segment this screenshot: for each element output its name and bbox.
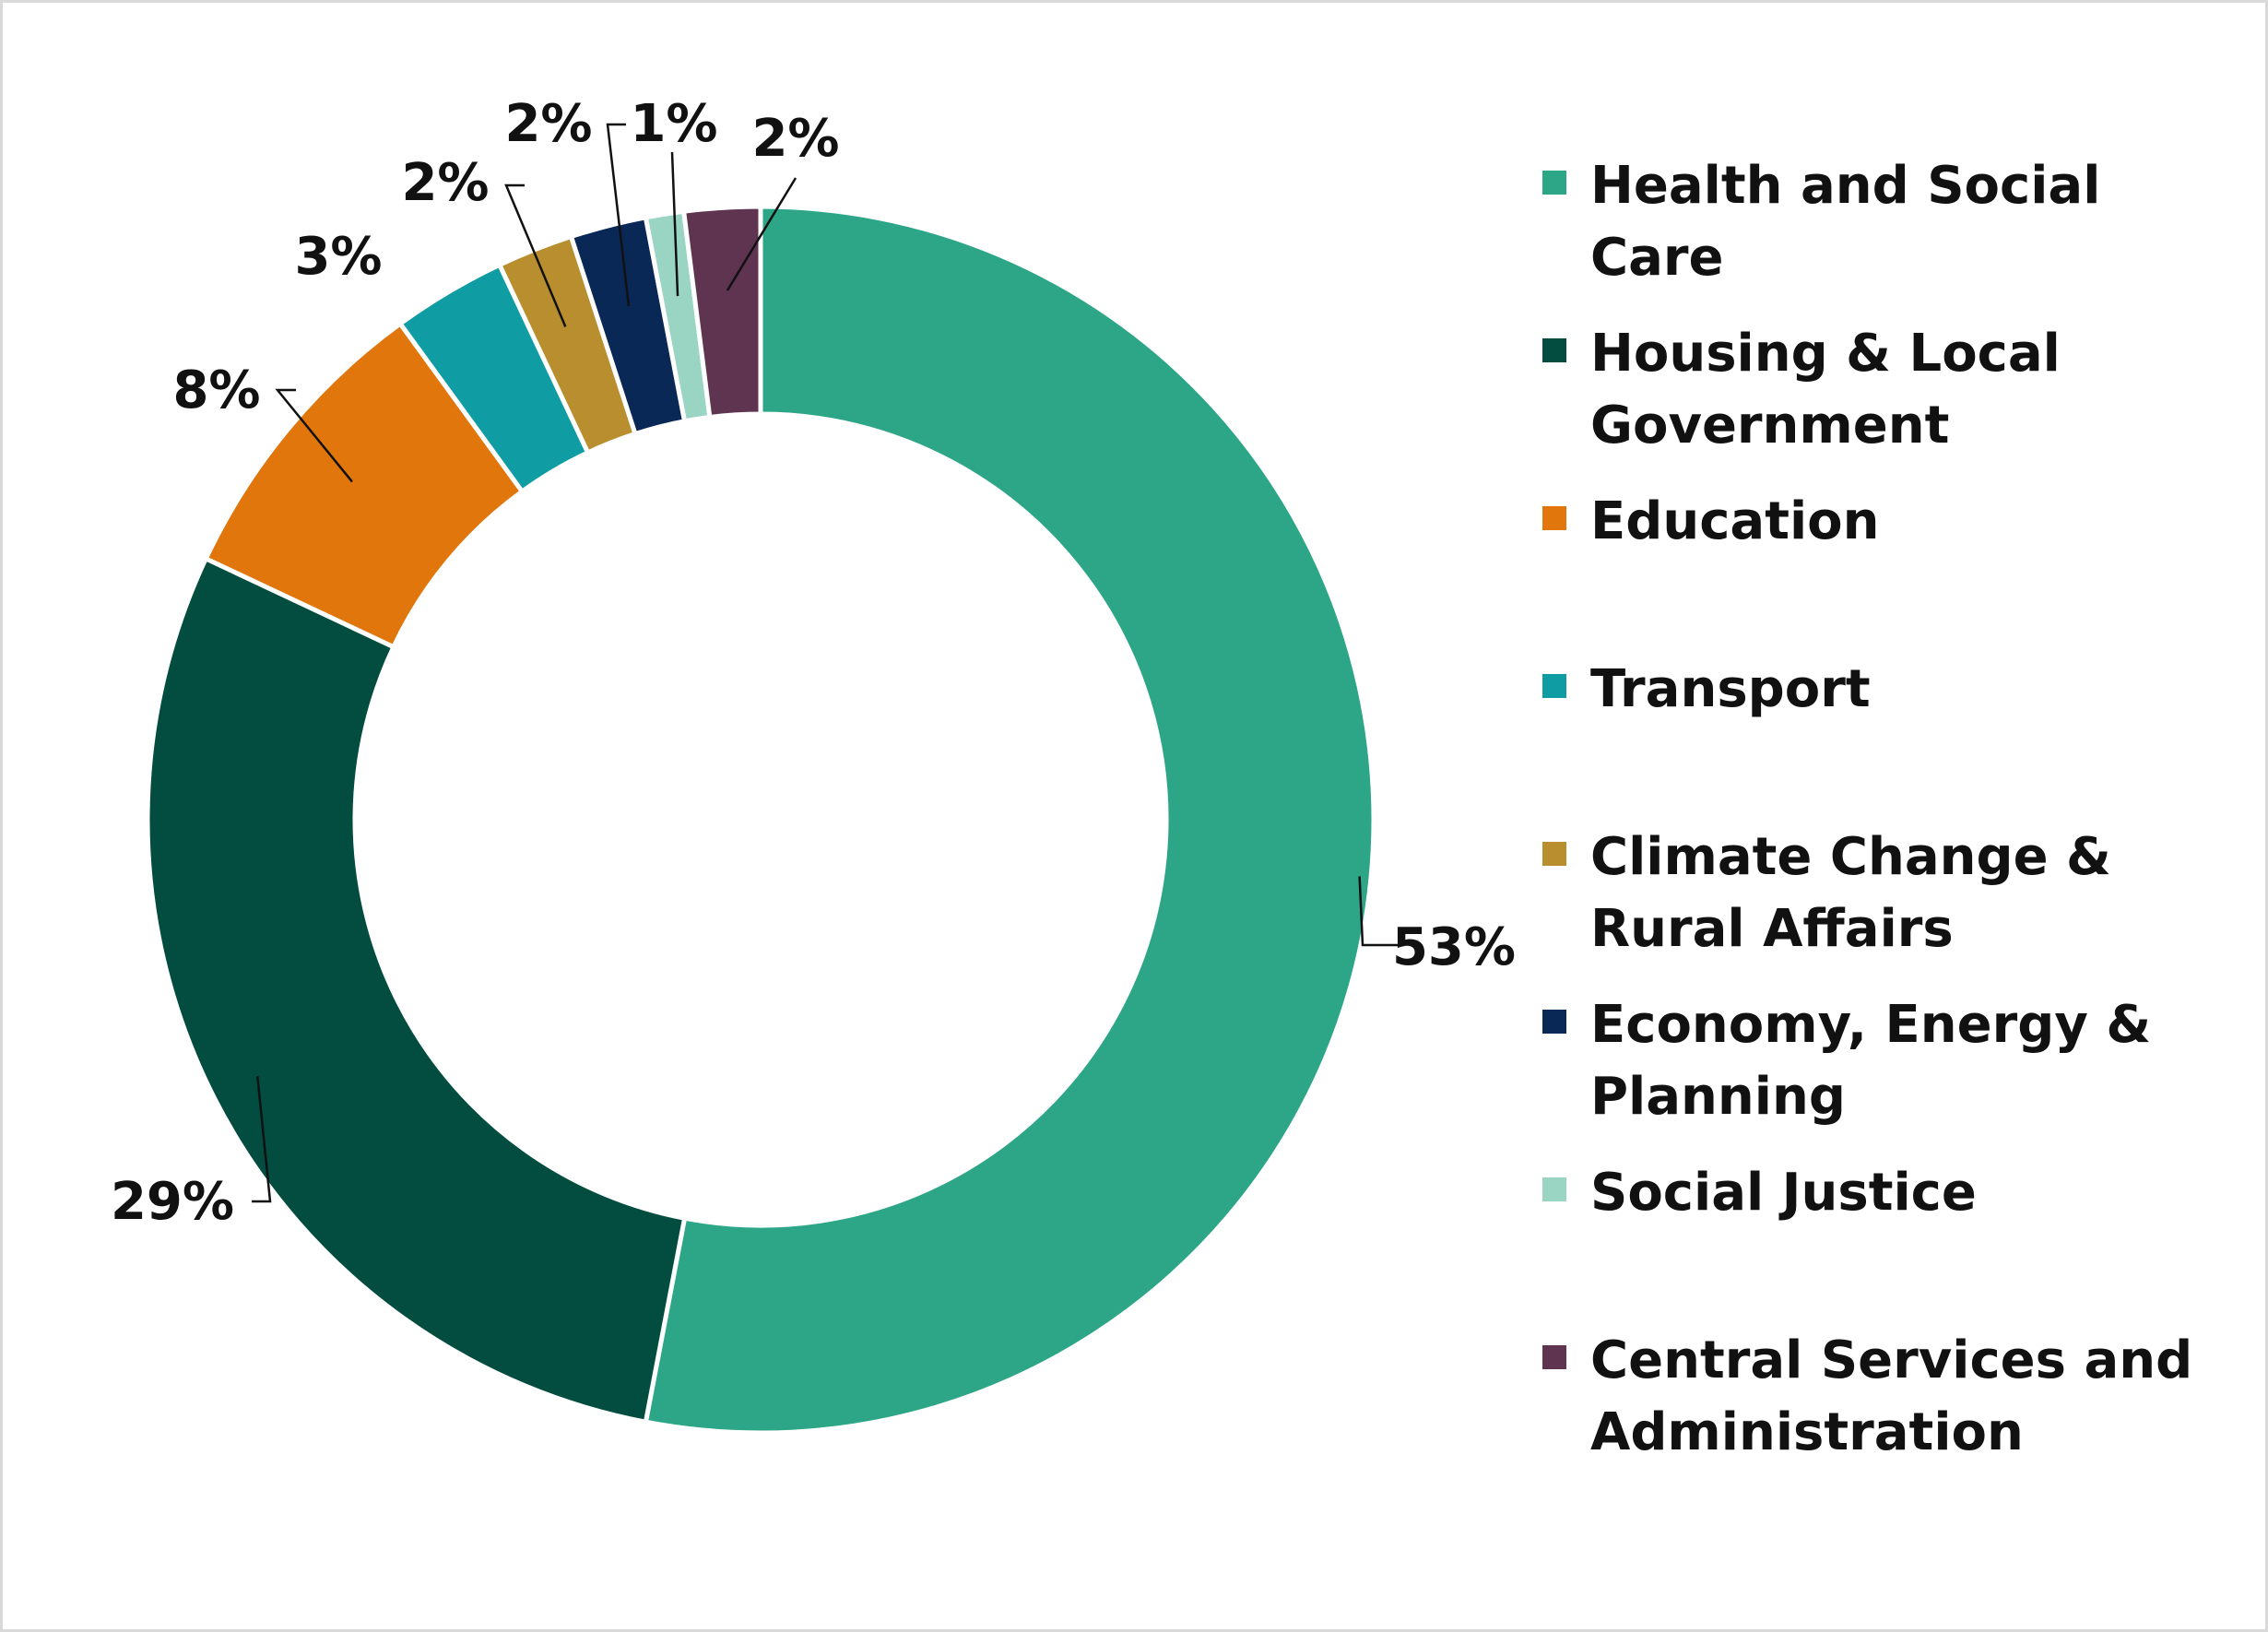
legend-swatch	[1542, 1010, 1566, 1034]
legend-item: Social Justice	[1542, 1157, 2236, 1229]
legend-label: Economy, Energy & Planning	[1590, 995, 2152, 1127]
leader-line	[252, 1075, 272, 1203]
leader-line	[275, 388, 353, 483]
data-label: 3%	[294, 227, 382, 287]
legend-item: Central Services and Administration	[1542, 1325, 2236, 1469]
legend-label: Education	[1590, 491, 1880, 551]
legend-label: Health and Social Care	[1590, 156, 2101, 288]
legend-label: Transport	[1590, 659, 1871, 719]
legend-swatch	[1542, 1177, 1566, 1201]
legend-item: Housing & Local Government	[1542, 318, 2236, 462]
data-label: 2%	[751, 109, 839, 169]
legend-item: Education	[1542, 486, 2236, 558]
legend-item: Transport	[1542, 654, 2236, 726]
donut-area: 53%29%8%3%2%2% 1% 2%	[111, 94, 1516, 1436]
leader-line	[726, 177, 797, 291]
donut-slice	[643, 204, 1376, 1436]
legend-swatch	[1542, 171, 1566, 195]
data-label: 2%	[504, 94, 592, 154]
legend-swatch	[1542, 506, 1566, 530]
data-label: 29%	[111, 1172, 234, 1232]
leader-line	[1358, 876, 1404, 947]
leader-line	[606, 123, 631, 307]
legend-label: Climate Change & Rural Affairs	[1590, 827, 2111, 959]
legend-item: Climate Change & Rural Affairs	[1542, 822, 2236, 965]
data-label: 1%	[630, 94, 717, 154]
legend-swatch	[1542, 842, 1566, 866]
legend-item: Health and Social Care	[1542, 150, 2236, 294]
legend-swatch	[1542, 674, 1566, 698]
donut-slice	[680, 204, 763, 420]
legend-label: Social Justice	[1590, 1163, 1977, 1223]
donut-slice	[145, 555, 688, 1425]
leader-line	[670, 151, 679, 297]
legend-swatch	[1542, 1345, 1566, 1369]
data-label: 53%	[1392, 917, 1516, 977]
legend-label: Central Services and Administration	[1590, 1330, 2193, 1462]
leader-line	[504, 183, 567, 327]
legend-swatch	[1542, 338, 1566, 362]
legend-label: Housing & Local Government	[1590, 324, 2061, 455]
data-label: 8%	[172, 361, 260, 420]
data-label: 2%	[401, 153, 489, 213]
legend-item: Economy, Energy & Planning	[1542, 989, 2236, 1133]
